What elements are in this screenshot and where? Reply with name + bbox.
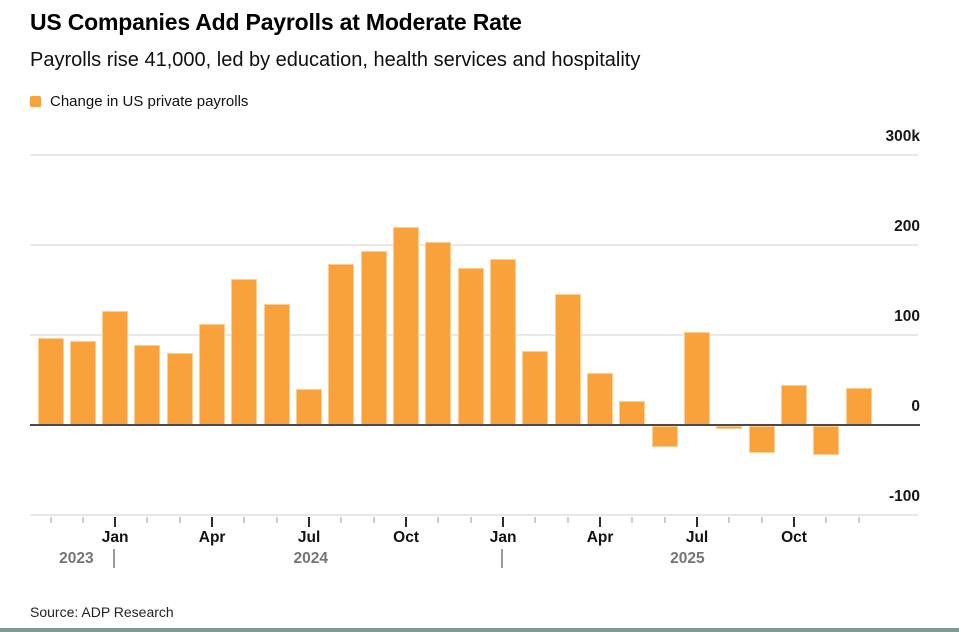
x-tick-minor <box>631 517 634 523</box>
x-axis-year-label: 2025 <box>670 550 705 567</box>
x-tick-minor <box>857 517 860 523</box>
x-tick-minor <box>469 517 472 523</box>
bar <box>845 388 872 425</box>
x-axis-month-label: Oct <box>393 529 420 546</box>
bar <box>360 251 387 425</box>
bar <box>457 267 484 425</box>
bar <box>716 426 743 429</box>
x-tick-minor <box>81 517 84 523</box>
bar <box>522 351 549 425</box>
x-tick-minor <box>372 517 375 523</box>
bar <box>166 353 193 425</box>
x-tick-minor <box>275 517 278 523</box>
x-tick-minor <box>760 517 763 523</box>
x-axis-month-label: Jul <box>297 529 321 546</box>
x-tick-major <box>502 517 505 527</box>
bar <box>425 242 452 425</box>
bar <box>328 263 355 425</box>
bar <box>490 258 517 425</box>
x-tick-minor <box>146 517 149 523</box>
bar <box>393 227 420 425</box>
x-tick-minor <box>340 517 343 523</box>
x-tick-minor <box>49 517 52 523</box>
x-axis-month-label: Oct <box>781 529 807 546</box>
x-tick-minor <box>663 517 666 523</box>
x-tick-minor <box>437 517 440 523</box>
legend-label: Change in US private payrolls <box>50 93 249 110</box>
bar <box>619 400 646 425</box>
bar <box>651 426 678 447</box>
bar <box>263 304 290 425</box>
x-axis-month-label: Jan <box>489 529 517 546</box>
source-attribution: Source: ADP Research <box>30 604 174 620</box>
bar <box>199 324 226 425</box>
bar <box>134 344 161 425</box>
zero-axis-line <box>30 424 920 426</box>
x-tick-minor <box>178 517 181 523</box>
y-axis-label: 0 <box>911 398 920 415</box>
x-axis-month-label: Jul <box>685 529 709 546</box>
x-tick-major <box>696 517 699 527</box>
bar <box>296 389 323 425</box>
year-divider-tick <box>501 549 504 568</box>
chart-legend: Change in US private payrolls <box>30 93 248 110</box>
x-tick-minor <box>243 517 246 523</box>
bar <box>813 426 840 455</box>
x-tick-major <box>114 517 117 527</box>
gridline <box>30 514 918 516</box>
bar <box>587 372 614 425</box>
bar <box>554 293 581 425</box>
gridline <box>30 244 918 246</box>
bottom-accent-bar <box>0 628 959 632</box>
x-axis-month-label: Jan <box>101 529 129 546</box>
x-tick-major <box>599 517 602 527</box>
x-tick-major <box>308 517 311 527</box>
bar <box>69 341 96 425</box>
year-divider-tick <box>112 549 115 568</box>
x-tick-minor <box>534 517 537 523</box>
x-axis-month-label: Apr <box>586 529 614 546</box>
chart-subtitle: Payrolls rise 41,000, led by education, … <box>30 49 641 71</box>
bar <box>231 279 258 425</box>
x-tick-minor <box>566 517 569 523</box>
bar <box>37 337 64 425</box>
y-axis-label: 200 <box>894 218 920 235</box>
x-tick-minor <box>825 517 828 523</box>
legend-swatch-icon <box>30 96 41 107</box>
bar <box>748 426 775 453</box>
x-tick-major <box>211 517 214 527</box>
bar <box>781 384 808 425</box>
x-tick-major <box>793 517 796 527</box>
chart-title: US Companies Add Payrolls at Moderate Ra… <box>30 9 522 35</box>
x-axis-year-label: 2023 <box>59 550 94 567</box>
x-axis-month-label: Apr <box>198 529 226 546</box>
x-axis-year-label: 2024 <box>293 550 328 567</box>
x-tick-minor <box>728 517 731 523</box>
gridline <box>30 154 918 156</box>
bar <box>684 332 711 425</box>
y-axis-label: -100 <box>888 488 920 505</box>
bar <box>102 310 129 425</box>
y-axis-label: 100 <box>894 308 920 325</box>
x-tick-major <box>405 517 408 527</box>
y-axis-label: 300k <box>885 128 920 145</box>
